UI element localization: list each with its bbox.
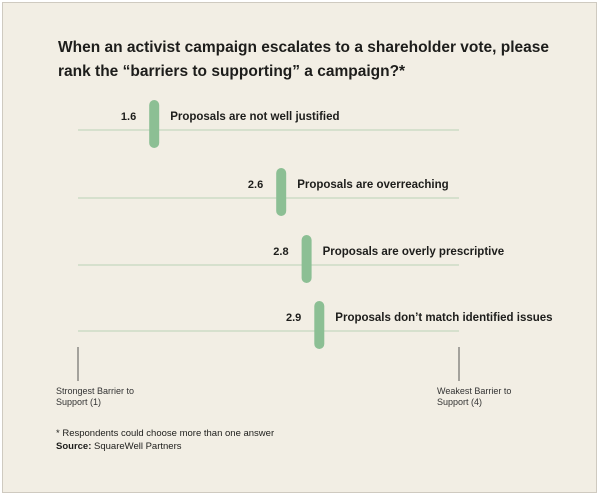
marker [149, 100, 160, 148]
value-label: 2.9 [286, 312, 301, 324]
category-label: Proposals are overly prescriptive [323, 246, 505, 258]
source-label: Source: [56, 441, 92, 452]
source: Source: SquareWell Partners [56, 441, 182, 452]
source-text: SquareWell Partners [94, 441, 182, 452]
value-label: 1.6 [121, 111, 136, 123]
value-label: 2.6 [248, 179, 263, 191]
category-label: Proposals don’t match identified issues [335, 312, 552, 324]
x-tick-label: Weakest Barrier to Support (4) [437, 386, 512, 407]
category-label: Proposals are overreaching [297, 179, 448, 191]
chart-title: When an activist campaign escalates to a… [58, 39, 550, 80]
marker [301, 235, 312, 283]
footnote: * Respondents could choose more than one… [56, 428, 275, 439]
marker [276, 168, 287, 216]
x-tick-label: Strongest Barrier to Support (1) [56, 386, 135, 407]
category-label: Proposals are not well justified [170, 111, 339, 123]
value-label: 2.8 [273, 246, 288, 258]
marker [314, 301, 325, 349]
